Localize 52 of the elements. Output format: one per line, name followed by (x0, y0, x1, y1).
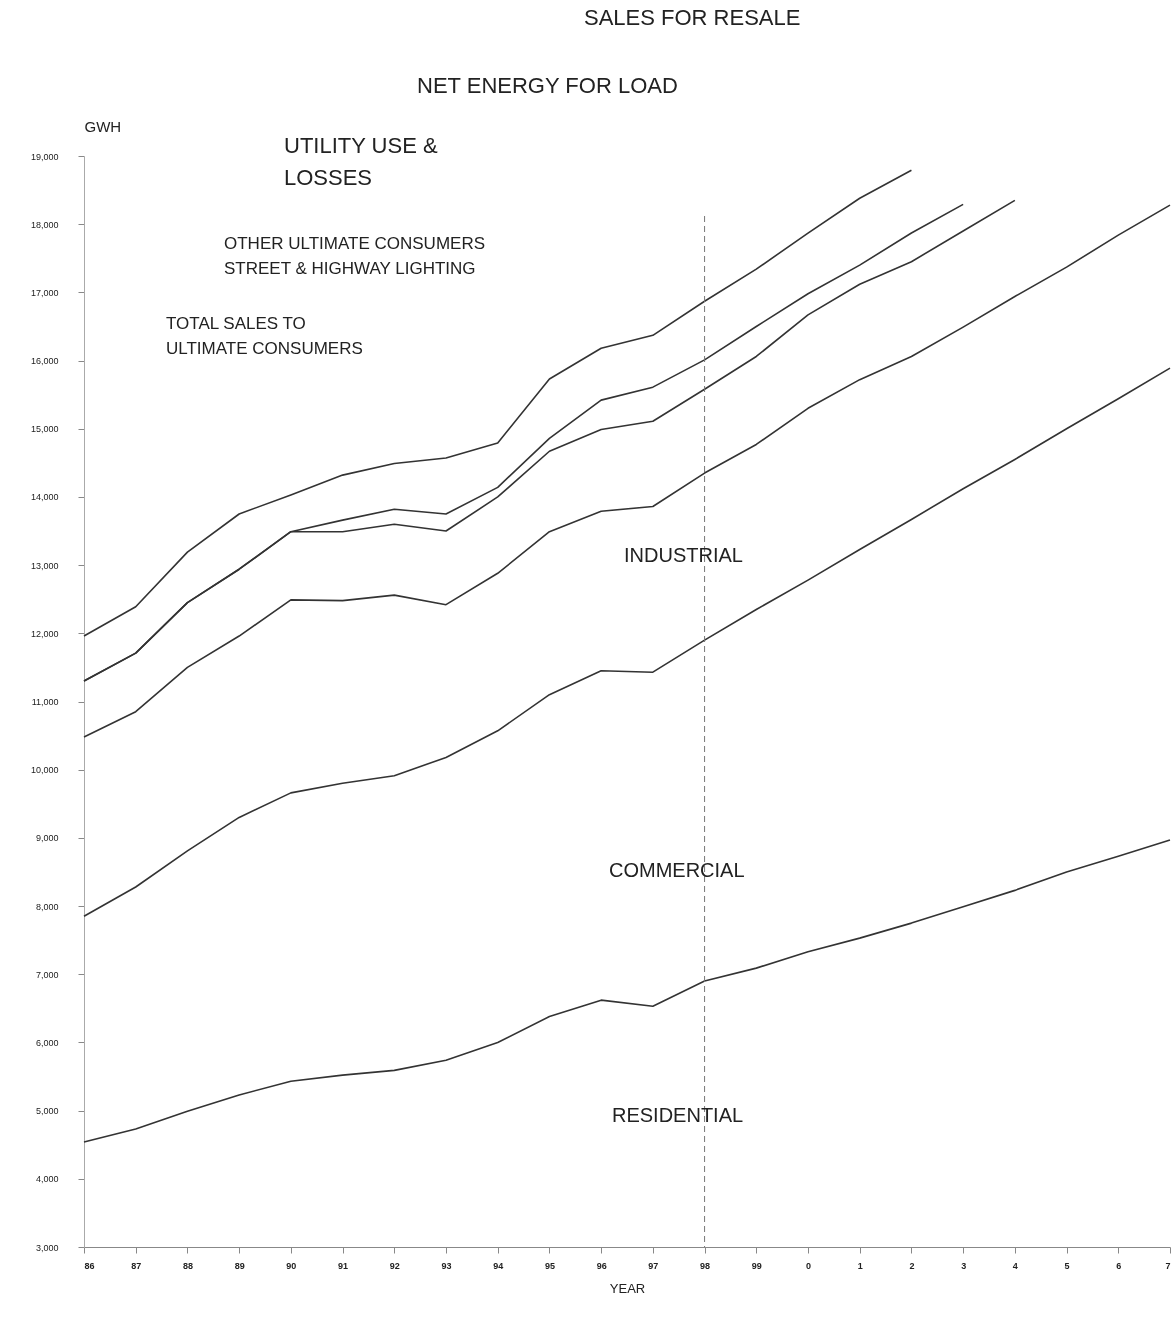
x-tick-label: 86 (84, 1260, 95, 1271)
line-series (83, 839, 1171, 1143)
y-tick-label: 7,000 (35, 969, 59, 980)
line-series (83, 367, 1171, 918)
annotation: COMMERCIAL (609, 859, 745, 881)
x-tick-label: 88 (182, 1260, 193, 1271)
x-tick-label: 4 (1012, 1260, 1018, 1271)
x-tick-label: 2 (909, 1260, 915, 1271)
y-tick-label: 16,000 (30, 356, 59, 367)
x-tick-label: 0 (805, 1260, 812, 1271)
x-tick-label: 89 (234, 1260, 245, 1271)
x-tick-label: 6 (1116, 1260, 1122, 1271)
text: NET ENERGY FOR LOAD (417, 73, 678, 98)
x-tick-label: 93 (441, 1260, 452, 1271)
x-tick-label: 98 (700, 1260, 711, 1271)
y-tick-label: 3,000 (35, 1242, 59, 1253)
y-tick-label: 12,000 (30, 628, 59, 639)
y-tick-label: 5,000 (35, 1106, 59, 1117)
x-axis-title: YEAR (609, 1280, 646, 1296)
x-tick-label: 97 (648, 1260, 659, 1271)
annotation: OTHER ULTIMATE CONSUMERS STREET & HIGHWAY LIGHTING (224, 234, 485, 278)
y-tick-label: 11,000 (31, 697, 59, 707)
x-tick-label: 96 (596, 1260, 607, 1271)
y-tick-label: 15,000 (30, 424, 59, 435)
y-tick-label: 10,000 (30, 765, 59, 776)
annotation: RESIDENTIAL (612, 1104, 744, 1126)
x-tick-label: 3 (961, 1260, 967, 1271)
x-tick-label: 91 (338, 1260, 349, 1271)
x-tick-label: 7 (1165, 1260, 1171, 1271)
y-tick-label: 9,000 (35, 833, 59, 844)
y-tick-label: 17,000 (30, 287, 59, 298)
x-tick-label: 90 (286, 1260, 297, 1271)
y-tick-label: 6,000 (35, 1037, 59, 1048)
y-tick-label: 8,000 (35, 901, 59, 912)
y-tick-label: 19,000 (30, 151, 59, 162)
annotation: INDUSTRIAL (624, 544, 743, 566)
annotation: UTILITY USE & LOSSES (284, 133, 438, 190)
y-tick-label: 18,000 (30, 219, 59, 230)
y-tick-label: 13,000 (30, 560, 59, 571)
annotation: TOTAL SALES TO ULTIMATE CONSUMERS (166, 314, 363, 358)
y-tick-label: 14,000 (30, 492, 59, 503)
x-tick-label: 87 (131, 1260, 142, 1271)
x-tick-label: 1 (857, 1260, 863, 1271)
text: SALES FOR RESALE (584, 5, 801, 30)
x-tick-label: 5 (1064, 1260, 1070, 1271)
x-tick-label: 99 (751, 1260, 762, 1271)
x-tick-label: 94 (493, 1260, 504, 1271)
x-tick-label: 95 (544, 1260, 555, 1271)
y-axis-title: GWH (84, 117, 122, 135)
line-series (83, 169, 913, 637)
x-tick-label: 92 (389, 1260, 400, 1271)
y-tick-label: 4,000 (35, 1174, 59, 1185)
